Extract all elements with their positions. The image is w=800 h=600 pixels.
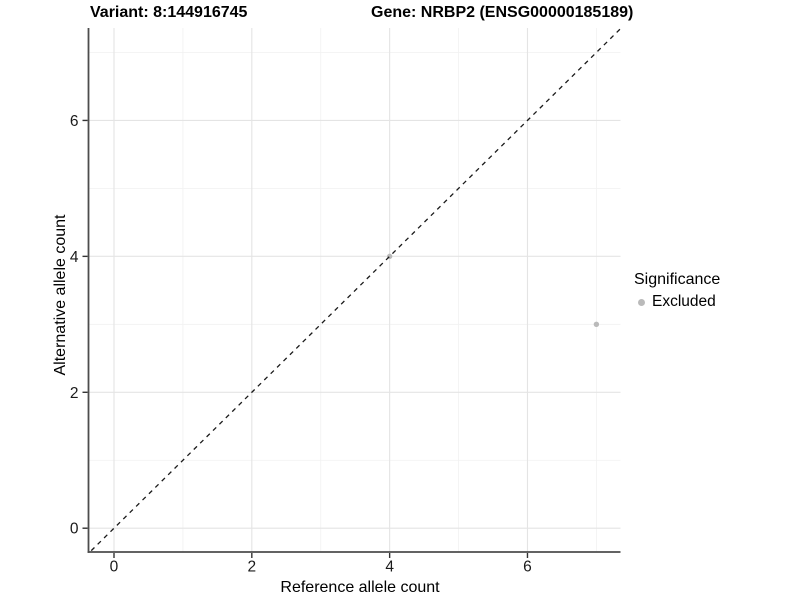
legend-item-label: Excluded bbox=[652, 293, 716, 310]
excluded-point-icon bbox=[638, 298, 645, 306]
y-tick-label: 0 bbox=[70, 521, 79, 538]
legend: Significance Excluded bbox=[634, 271, 720, 311]
y-axis-title: Alternative allele count bbox=[52, 214, 69, 376]
data-point bbox=[593, 321, 600, 328]
y-tick-label: 6 bbox=[70, 113, 79, 130]
legend-item-excluded: Excluded bbox=[634, 293, 720, 311]
gene-title: Gene: NRBP2 (ENSG00000185189) bbox=[371, 4, 634, 21]
x-tick-label: 6 bbox=[523, 559, 532, 576]
identity-line bbox=[90, 28, 621, 552]
x-tick-label: 2 bbox=[248, 559, 257, 576]
variant-title: Variant: 8:144916745 bbox=[90, 4, 248, 21]
x-tick-label: 0 bbox=[110, 559, 119, 576]
y-tick-label: 2 bbox=[70, 385, 79, 402]
x-tick-label: 4 bbox=[385, 559, 394, 576]
y-tick-label: 4 bbox=[70, 249, 79, 266]
x-axis-title: Reference allele count bbox=[280, 579, 440, 596]
legend-title: Significance bbox=[634, 271, 721, 288]
